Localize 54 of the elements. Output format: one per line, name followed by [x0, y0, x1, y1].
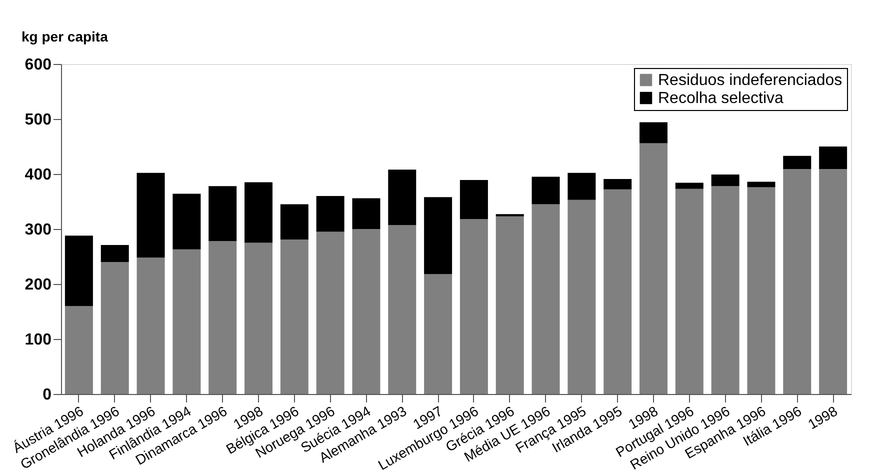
bar [136, 258, 165, 394]
legend-label: Residuos indeferenciados [658, 72, 842, 89]
y-tick-label: 400 [24, 166, 52, 184]
bar [496, 216, 524, 394]
bar [100, 244, 129, 262]
bar [388, 170, 416, 226]
bar [783, 156, 812, 170]
bar [316, 196, 344, 232]
bar [64, 306, 93, 394]
bar [604, 178, 632, 190]
bar [747, 182, 776, 188]
bar [352, 229, 380, 394]
y-tick-label: 100 [24, 332, 52, 348]
bar [568, 200, 596, 394]
bar [460, 180, 488, 220]
bar [280, 239, 308, 394]
legend-label: Recolha selectiva [658, 90, 784, 107]
y-tick-label: 0 [42, 386, 52, 404]
y-tick-label: 200 [24, 276, 52, 294]
bar [819, 146, 848, 170]
bar [711, 186, 740, 394]
bar [208, 241, 237, 394]
y-tick-label: 500 [24, 112, 52, 128]
bar [172, 249, 201, 394]
bar [388, 225, 416, 394]
y-tick-label: 300 [24, 222, 52, 238]
y-tick-label: 600 [24, 56, 52, 74]
bar [532, 176, 560, 204]
bar [711, 174, 740, 186]
bar [747, 187, 776, 394]
bar [172, 194, 201, 250]
bar [424, 274, 452, 394]
bar [675, 188, 704, 394]
bar [604, 189, 632, 394]
bar [568, 172, 596, 200]
bar [244, 242, 272, 394]
bar [424, 197, 452, 274]
bar [352, 198, 380, 229]
bar [244, 182, 272, 243]
y-axis-title: kg per capita [22, 28, 108, 44]
bar [280, 204, 308, 240]
bar [532, 204, 560, 394]
bar [316, 232, 344, 394]
bar [783, 169, 812, 394]
bar [640, 122, 668, 144]
bar [100, 262, 129, 394]
bar [675, 182, 704, 189]
bar [208, 186, 237, 242]
bar [460, 219, 488, 394]
bar [136, 172, 165, 258]
bar [64, 236, 93, 306]
bar [819, 169, 848, 394]
bar [640, 143, 668, 394]
x-tick-label: 1998 [805, 402, 840, 432]
